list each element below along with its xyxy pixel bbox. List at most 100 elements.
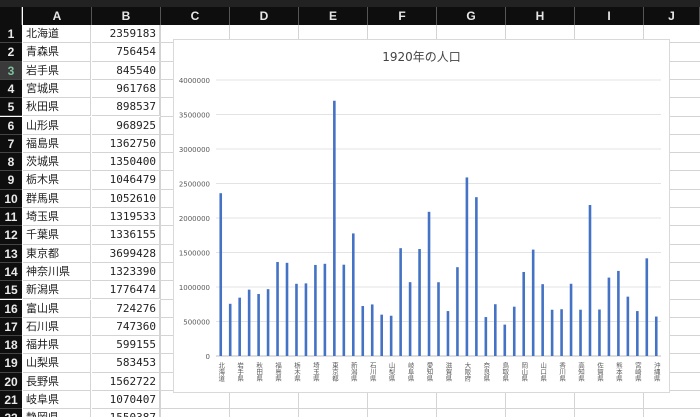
row-header-22[interactable]: 22 (0, 409, 22, 417)
cell-population[interactable]: 583453 (92, 354, 160, 373)
row-header-2[interactable]: 2 (0, 43, 22, 62)
bar-青森県[interactable] (228, 303, 232, 356)
bar-島根県[interactable] (512, 306, 516, 356)
cell-population[interactable]: 3699428 (92, 244, 160, 263)
cell-prefecture[interactable]: 群馬県 (23, 189, 91, 208)
bar-大阪府[interactable] (465, 177, 469, 356)
bar-山口県[interactable] (541, 284, 544, 356)
cell-population[interactable]: 1550387 (92, 409, 160, 417)
bar-福岡県[interactable] (588, 205, 592, 356)
cell-prefecture[interactable]: 岐阜県 (23, 391, 91, 410)
bar-高知県[interactable] (579, 309, 582, 356)
bar-佐賀県[interactable] (598, 309, 601, 356)
bar-広島県[interactable] (531, 249, 535, 356)
cell-prefecture[interactable]: 宮城県 (23, 79, 91, 99)
cell-prefecture[interactable]: 埼玉県 (23, 208, 91, 227)
bar-兵庫県[interactable] (475, 197, 478, 356)
cell-population[interactable]: 1362750 (92, 134, 160, 154)
cell-prefecture[interactable]: 新潟県 (23, 281, 91, 300)
cell-prefecture[interactable]: 静岡県 (23, 409, 91, 417)
bar-三重県[interactable] (437, 282, 440, 356)
bar-奈良県[interactable] (484, 317, 488, 356)
bar-熊本県[interactable] (617, 270, 620, 356)
bar-神奈川県[interactable] (342, 264, 346, 356)
bar-大分県[interactable] (626, 296, 630, 356)
row-header-18[interactable]: 18 (0, 336, 22, 355)
bar-茨城県[interactable] (285, 262, 289, 356)
bar-埼玉県[interactable] (314, 264, 317, 356)
bar-沖縄県[interactable] (654, 316, 658, 356)
bar-宮城県[interactable] (247, 289, 251, 356)
cell-prefecture[interactable]: 茨城県 (23, 153, 91, 172)
cell-population[interactable]: 724276 (92, 299, 160, 318)
row-header-21[interactable]: 21 (0, 391, 22, 410)
cell-population[interactable]: 1776474 (92, 281, 160, 300)
cell-population[interactable]: 1046479 (92, 171, 160, 190)
bar-栃木県[interactable] (295, 283, 298, 356)
row-header-12[interactable]: 12 (0, 226, 22, 245)
row-header-5[interactable]: 5 (0, 98, 22, 117)
bar-香川県[interactable] (560, 309, 563, 356)
cell-population[interactable]: 968925 (92, 116, 160, 135)
cell-prefecture[interactable]: 岩手県 (23, 61, 91, 80)
row-header-9[interactable]: 9 (0, 171, 22, 190)
bar-愛知県[interactable] (427, 211, 431, 356)
bar-京都府[interactable] (456, 267, 459, 356)
cell-population[interactable]: 747360 (92, 317, 160, 337)
row-header-1[interactable]: 1 (0, 25, 22, 44)
bar-東京都[interactable] (333, 100, 336, 356)
row-header-13[interactable]: 13 (0, 244, 22, 263)
column-header-g[interactable]: G (437, 7, 506, 25)
bar-長野県[interactable] (399, 248, 402, 356)
bar-新潟県[interactable] (351, 233, 355, 356)
row-header-6[interactable]: 6 (0, 116, 22, 135)
cell-prefecture[interactable]: 長野県 (23, 372, 91, 391)
column-header-i[interactable]: I (575, 7, 644, 25)
row-header-4[interactable]: 4 (0, 79, 22, 99)
bar-宮崎県[interactable] (636, 311, 639, 356)
cell-prefecture[interactable]: 神奈川県 (23, 262, 91, 282)
row-header-15[interactable]: 15 (0, 281, 22, 300)
bar-鳥取県[interactable] (503, 324, 507, 356)
bar-静岡県[interactable] (418, 249, 421, 356)
cell-prefecture[interactable]: 千葉県 (23, 226, 91, 245)
row-header-14[interactable]: 14 (0, 262, 22, 282)
bar-福島県[interactable] (276, 261, 279, 356)
bar-富山県[interactable] (361, 306, 365, 356)
column-header-h[interactable]: H (506, 7, 575, 25)
cell-prefecture[interactable]: 北海道 (23, 25, 91, 44)
bar-山梨県[interactable] (389, 315, 393, 356)
bar-滋賀県[interactable] (446, 311, 450, 356)
bar-岩手県[interactable] (238, 297, 241, 356)
cell-population[interactable]: 898537 (92, 98, 160, 117)
cell-population[interactable]: 961768 (92, 79, 160, 99)
bar-山形県[interactable] (266, 289, 270, 356)
bar-福井県[interactable] (380, 314, 383, 356)
column-header-a[interactable]: A (23, 7, 92, 25)
row-header-20[interactable]: 20 (0, 372, 22, 391)
row-header-11[interactable]: 11 (0, 208, 22, 227)
cell-population[interactable]: 2359183 (92, 25, 160, 44)
cell-population[interactable]: 1350400 (92, 153, 160, 172)
bar-千葉県[interactable] (323, 263, 327, 356)
cell-prefecture[interactable]: 東京都 (23, 244, 91, 263)
bar-岐阜県[interactable] (408, 282, 412, 356)
bar-chart[interactable]: 1920年の人口 0 500000 1000000 1500000 2000000 250… (173, 39, 670, 393)
select-all-corner[interactable] (0, 7, 22, 25)
cell-prefecture[interactable]: 山形県 (23, 116, 91, 135)
bar-岡山県[interactable] (522, 271, 526, 356)
bar-長崎県[interactable] (607, 277, 611, 356)
bar-石川県[interactable] (370, 304, 374, 356)
column-header-d[interactable]: D (230, 7, 299, 25)
cell-population[interactable]: 1336155 (92, 226, 160, 245)
row-header-7[interactable]: 7 (0, 134, 22, 154)
row-header-3[interactable]: 3 (0, 61, 22, 80)
column-header-j[interactable]: J (644, 7, 700, 25)
bar-鹿児島県[interactable] (645, 258, 649, 356)
bar-北海道[interactable] (219, 193, 223, 356)
cell-prefecture[interactable]: 石川県 (23, 317, 91, 337)
cell-prefecture[interactable]: 福島県 (23, 134, 91, 154)
cell-population[interactable]: 1319533 (92, 208, 160, 227)
cell-prefecture[interactable]: 福井県 (23, 336, 91, 355)
bar-秋田県[interactable] (257, 294, 260, 356)
